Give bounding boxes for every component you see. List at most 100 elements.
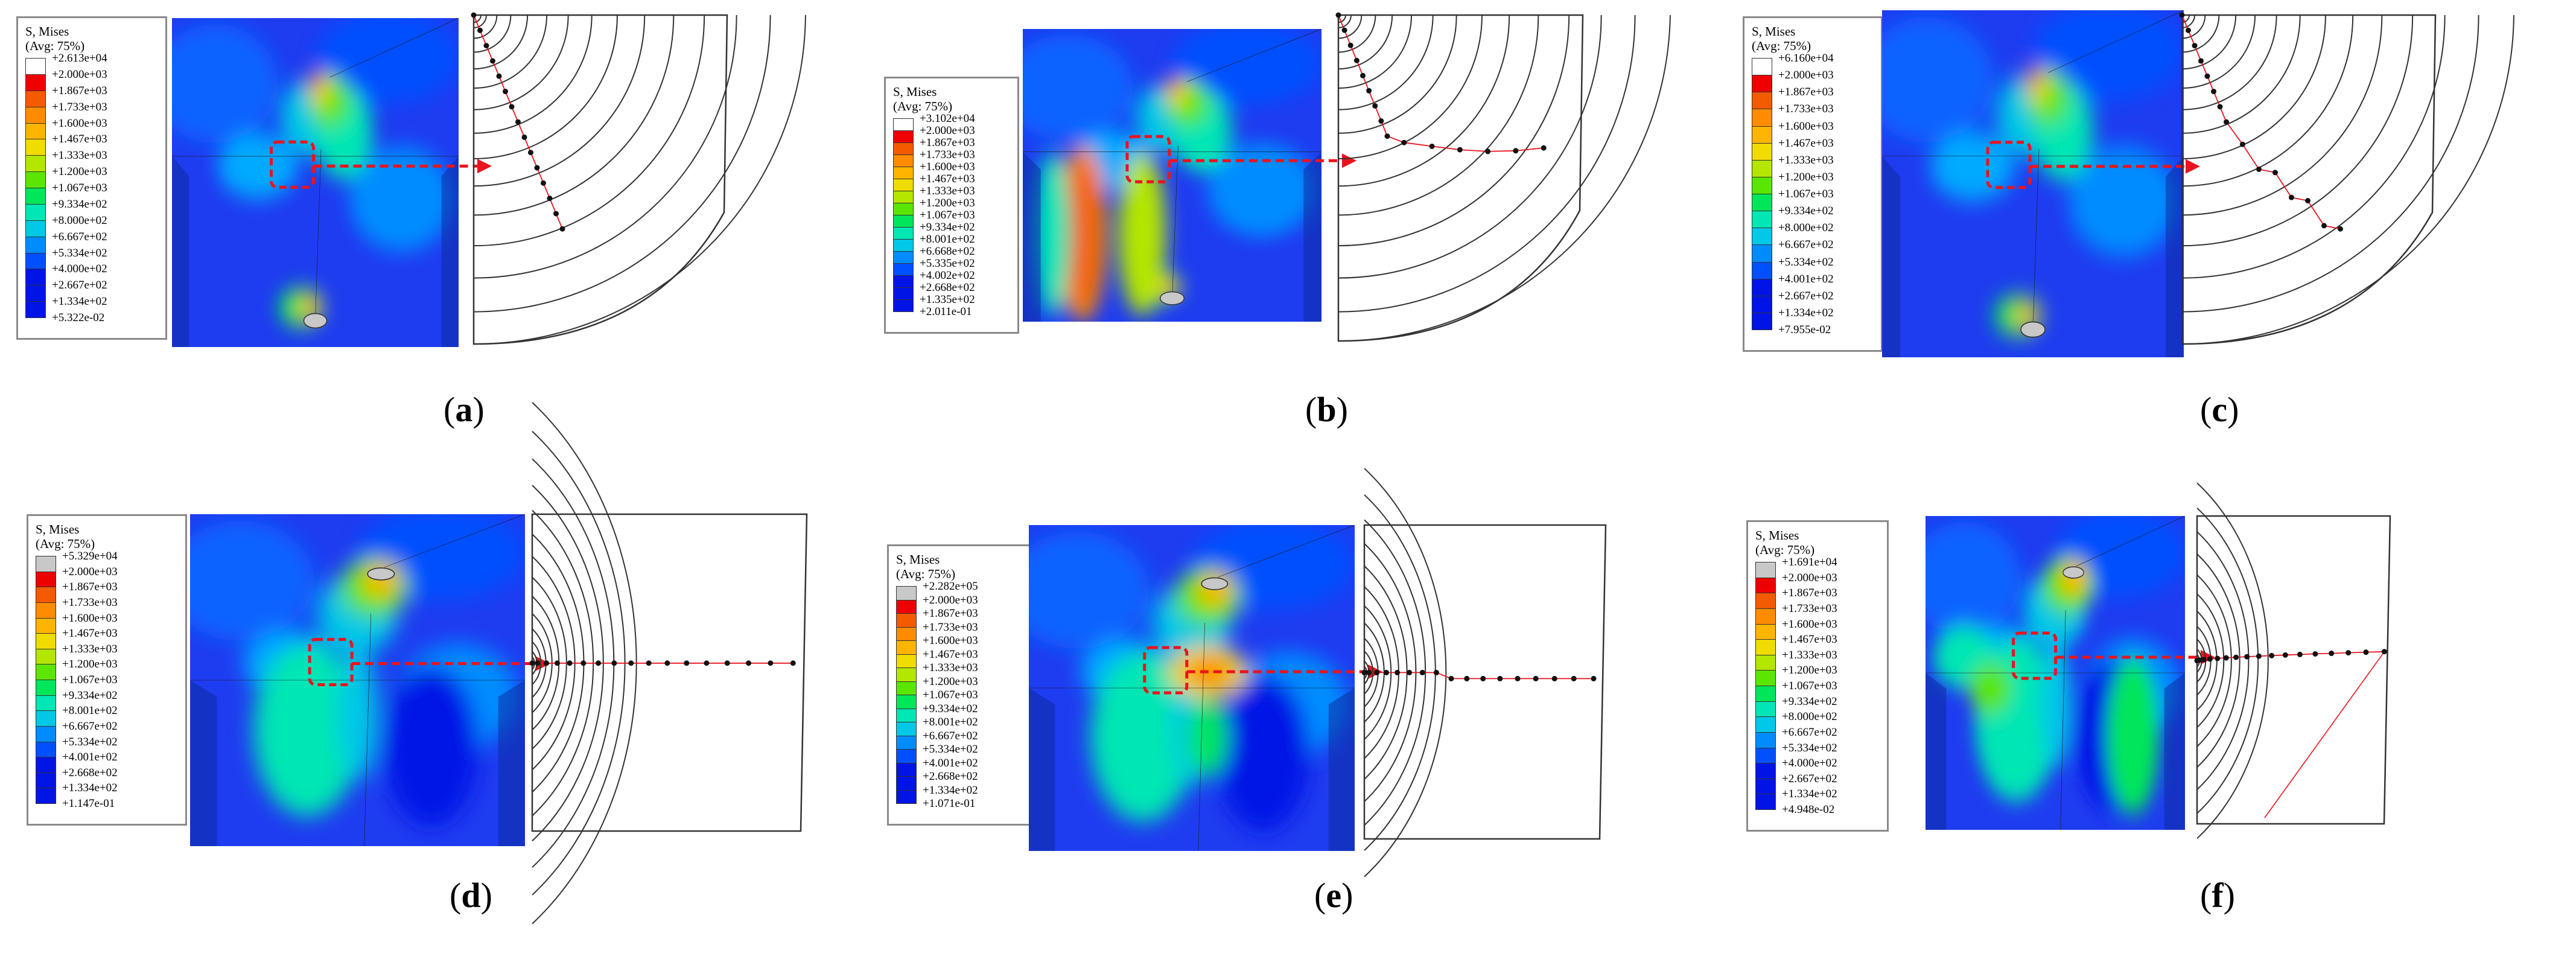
legend-swatch bbox=[1755, 670, 1776, 686]
legend-tick-label: +1.467e+03 bbox=[920, 173, 975, 185]
panel-caption: (d) bbox=[450, 876, 492, 915]
legend-tick-label: +1.867e+03 bbox=[920, 136, 975, 149]
legend-tick-label: +1.467e+03 bbox=[1778, 136, 1834, 150]
legend-tick-label: +5.334e+02 bbox=[52, 246, 107, 260]
legend-tick-label: +6.667e+02 bbox=[1782, 725, 1837, 739]
stress-contour-plot bbox=[190, 514, 525, 846]
legend-tick-label: +4.948e-02 bbox=[1782, 803, 1835, 816]
legend-tick-label: +1.733e+03 bbox=[1778, 103, 1834, 116]
stress-legend: S, Mises (Avg: 75%) +5.329e+04 +2.000e+03 +1… bbox=[27, 514, 187, 826]
legend-average: (Avg: 75%) bbox=[1752, 39, 1811, 53]
legend-colorbar bbox=[1752, 58, 1772, 330]
legend-title: S, Mises bbox=[1752, 24, 1796, 39]
legend-swatch bbox=[1752, 159, 1772, 177]
legend-tick-label: +1.467e+03 bbox=[1782, 633, 1837, 646]
panel-caption: (c) bbox=[2200, 390, 2239, 429]
crack-path-mesh bbox=[2179, 12, 2514, 345]
legend-swatch bbox=[1755, 654, 1776, 671]
zoom-indicator bbox=[1986, 141, 2200, 190]
crack-path-mesh bbox=[529, 402, 808, 925]
legend-tick-label: +2.668e+02 bbox=[62, 766, 118, 779]
legend-swatch bbox=[25, 74, 46, 91]
legend-tick-label: +5.322e-02 bbox=[52, 311, 105, 324]
legend-tick-label: +1.071e-01 bbox=[923, 797, 976, 810]
legend-swatch bbox=[1752, 295, 1772, 313]
crack-path-mesh bbox=[2194, 482, 2391, 840]
legend-tick-label: +7.955e-02 bbox=[1778, 323, 1831, 336]
legend-swatch bbox=[25, 155, 46, 173]
legend-tick-label: +1.067e+03 bbox=[1778, 188, 1834, 200]
legend-tick-label: +2.000e+03 bbox=[62, 565, 118, 578]
legend-tick-label: +1.334e+02 bbox=[62, 782, 118, 795]
legend-average: (Avg: 75%) bbox=[1755, 543, 1815, 557]
legend-tick-label: +1.467e+03 bbox=[52, 133, 107, 146]
legend-tick-label: +5.334e+02 bbox=[1778, 255, 1834, 269]
legend-swatch bbox=[36, 757, 56, 773]
legend-tick-label: +1.334e+02 bbox=[1782, 788, 1837, 801]
legend-tick-label: +1.467e+03 bbox=[923, 648, 978, 661]
legend-swatch bbox=[1755, 763, 1776, 779]
legend-tick-label: +1.867e+03 bbox=[1778, 86, 1834, 99]
zoom-box bbox=[1143, 646, 1189, 695]
stress-legend: S, Mises (Avg: 75%) +1.691e+04 +2.000e+03 +1… bbox=[1746, 520, 1889, 832]
legend-tick-label: +1.333e+03 bbox=[62, 642, 118, 655]
legend-tick-label: +1.867e+03 bbox=[62, 581, 118, 594]
legend-tick-label: +1.333e+03 bbox=[1782, 648, 1837, 661]
zoom-box bbox=[2012, 631, 2058, 680]
legend-tick-label: +5.334e+02 bbox=[923, 743, 978, 756]
legend-tick-label: +1.600e+03 bbox=[52, 116, 107, 130]
legend-swatch bbox=[25, 301, 46, 318]
legend-tick-label: +6.667e+02 bbox=[1778, 238, 1834, 252]
legend-tick-label: +1.200e+03 bbox=[920, 197, 975, 209]
stress-legend: S, Mises (Avg: 75%) +6.160e+04 +2.000e+03 +1… bbox=[1743, 16, 1883, 352]
legend-tick-label: +1.334e+02 bbox=[1778, 306, 1834, 319]
legend-title: S, Mises bbox=[25, 24, 69, 39]
legend-swatch bbox=[1755, 593, 1776, 609]
legend-tick-label: +1.333e+03 bbox=[52, 149, 107, 162]
panel-f: S, Mises (Avg: 75%) +1.691e+04 +2.000e+03 +1… bbox=[1717, 480, 2576, 959]
legend-tick-label: +6.667e+02 bbox=[52, 230, 107, 243]
legend-colorbar bbox=[36, 556, 56, 804]
legend-tick-label: +2.000e+03 bbox=[52, 68, 107, 81]
legend-tick-label: +2.000e+03 bbox=[920, 124, 975, 137]
legend-title: S, Mises bbox=[893, 84, 937, 99]
crack-path-mesh bbox=[1361, 468, 1607, 878]
legend-swatch bbox=[25, 236, 46, 253]
zoom-box bbox=[308, 638, 354, 686]
zoom-indicator bbox=[270, 140, 492, 189]
legend-swatch bbox=[36, 680, 56, 696]
stress-contour-plot bbox=[1882, 10, 2184, 357]
legend-average: (Avg: 75%) bbox=[36, 537, 95, 551]
panel-d: S, Mises (Avg: 75%) +5.329e+04 +2.000e+03 +1… bbox=[0, 402, 859, 959]
legend-colorbar bbox=[893, 118, 914, 312]
legend-tick-label: +1.733e+03 bbox=[62, 596, 118, 609]
legend-tick-label: +1.600e+03 bbox=[923, 634, 978, 647]
legend-swatch bbox=[1755, 608, 1776, 625]
legend-tick-label: +1.867e+03 bbox=[52, 84, 107, 97]
panel-c: S, Mises (Avg: 75%) +6.160e+04 +2.000e+03 +1… bbox=[1717, 0, 2576, 479]
legend-tick-label: +1.333e+03 bbox=[1778, 153, 1834, 167]
legend-tick-label: +5.334e+02 bbox=[62, 735, 118, 748]
legend-tick-label: +4.000e+02 bbox=[1782, 757, 1837, 770]
zoom-box bbox=[270, 140, 315, 189]
legend-tick-label: +1.600e+03 bbox=[62, 611, 118, 625]
legend-tick-label: +8.000e+02 bbox=[52, 214, 107, 227]
stress-legend: S, Mises (Avg: 75%) +2.282e+05 +2.000e+03 +1… bbox=[887, 544, 1034, 826]
zoom-indicator bbox=[1125, 135, 1356, 183]
legend-tick-label: +1.733e+03 bbox=[920, 148, 975, 161]
legend-swatch bbox=[1755, 577, 1776, 594]
legend-tick-label: +5.334e+02 bbox=[1782, 741, 1837, 754]
legend-tick-label: +1.067e+03 bbox=[62, 674, 118, 686]
legend-tick-label: +6.667e+02 bbox=[62, 719, 118, 733]
stress-contour-plot bbox=[1029, 525, 1355, 851]
legend-swatch bbox=[1755, 778, 1776, 795]
legend-title: S, Mises bbox=[1755, 528, 1799, 543]
legend-tick-label: +2.667e+02 bbox=[52, 279, 107, 292]
legend-tick-label: +1.200e+03 bbox=[52, 165, 107, 179]
legend-tick-label: +2.668e+02 bbox=[923, 770, 978, 783]
panel-letter: f bbox=[2212, 876, 2224, 915]
legend-tick-label: +1.733e+03 bbox=[1782, 602, 1837, 615]
zoom-box bbox=[1125, 135, 1171, 183]
legend-tick-label: +1.067e+03 bbox=[923, 689, 978, 701]
legend-swatch bbox=[1752, 142, 1772, 161]
